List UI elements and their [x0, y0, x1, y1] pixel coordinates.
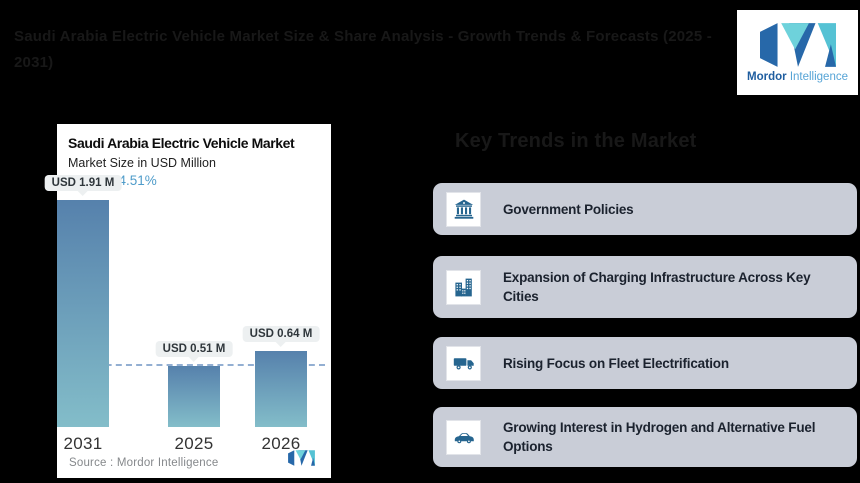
mordor-logo-m-icon: [759, 22, 836, 68]
value-label-2025: USD 0.51 M: [155, 341, 233, 357]
mordor-intelligence-logo: Mordor Intelligence: [737, 10, 858, 95]
market-size-chart-card: Saudi Arabia Electric Vehicle Market Mar…: [44, 124, 331, 478]
trend-row-fleet-electrification: Rising Focus on Fleet Electrification: [433, 337, 857, 389]
trend-label: Growing Interest in Hydrogen and Alterna…: [503, 420, 816, 454]
bar-group-2026: USD 0.64 M 2026: [242, 326, 320, 453]
mordor-logo-m-icon-small: [288, 450, 315, 471]
trend-label: Rising Focus on Fleet Electrification: [503, 355, 729, 371]
bar-group-2025: USD 0.51 M 2025: [155, 341, 233, 453]
axis-label-2025: 2025: [174, 434, 214, 453]
chart-source: Source : Mordor Intelligence: [69, 457, 219, 469]
chart-title: Saudi Arabia Electric Vehicle Market: [68, 135, 295, 151]
axis-label-2031: 2031: [63, 434, 103, 453]
trend-row-hydrogen-alternative-fuel: Growing Interest in Hydrogen and Alterna…: [433, 407, 857, 467]
axis-label-2026: 2026: [261, 434, 301, 453]
bar-group-2031: USD 1.91 M 2031: [44, 175, 122, 453]
cagr-value: 24.51%: [111, 173, 157, 188]
trends-panel-heading: Key Trends in the Market: [455, 130, 697, 152]
bar-2025: [168, 366, 220, 427]
chart-subtitle: Market Size in USD Million: [68, 156, 216, 170]
page-title: Saudi Arabia Electric Vehicle Market Siz…: [14, 28, 712, 71]
bar-2031: [57, 200, 109, 427]
value-label-2026: USD 0.64 M: [242, 326, 320, 342]
bar-2026: [255, 351, 307, 427]
bar-chart: USD 0.51 M 2025 USD 0.64 M 2026 USD 1.91…: [44, 124, 331, 478]
trend-row-charging-infrastructure: Expansion of Charging Infrastructure Acr…: [433, 256, 857, 318]
government-bank-icon: [446, 191, 481, 227]
value-label-2031: USD 1.91 M: [44, 175, 122, 191]
trend-row-government-policies: Government Policies: [433, 183, 857, 235]
truck-icon: [446, 345, 481, 381]
mordor-logo-wordmark: Mordor Intelligence: [747, 71, 848, 83]
city-buildings-icon: [446, 269, 481, 305]
trend-label: Expansion of Charging Infrastructure Acr…: [503, 270, 811, 304]
car-icon: [446, 419, 481, 455]
reference-dashed-line: [65, 364, 325, 366]
trend-label: Government Policies: [503, 201, 634, 217]
